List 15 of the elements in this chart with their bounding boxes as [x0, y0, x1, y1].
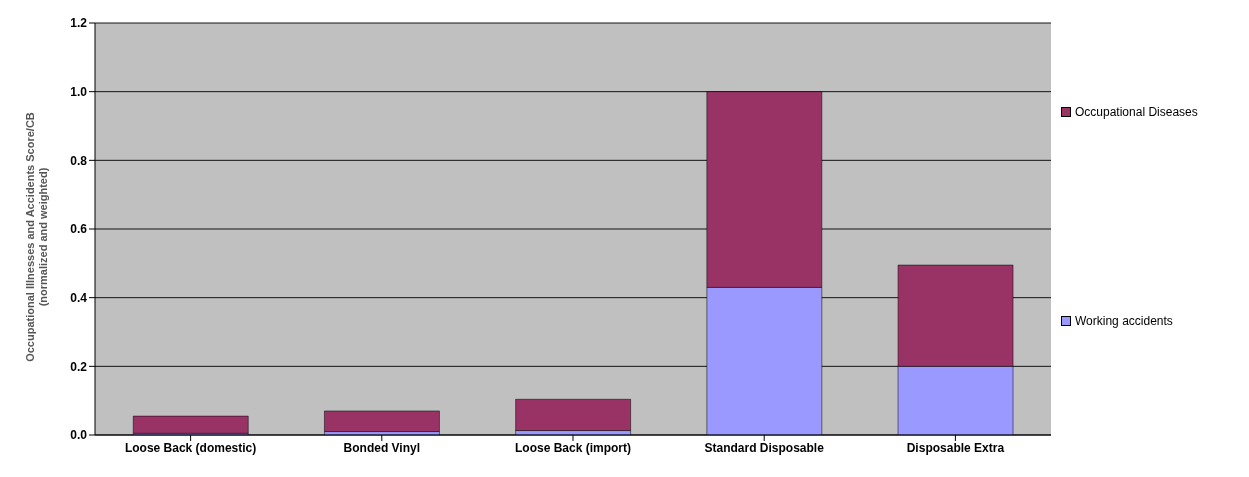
x-tick-label: Bonded Vinyl [343, 440, 421, 455]
x-tick-label: Disposable Extra [906, 440, 1005, 455]
legend-label: Working accidents [1075, 313, 1173, 328]
y-tick-label: 0.0 [70, 428, 88, 443]
y-axis-title: Occupational Illnesses and Accidents Score/CB (normalized and weighted) [24, 112, 49, 362]
x-tick-label: Loose Back (domestic) [124, 440, 257, 455]
x-tick-label: Standard Disposable [704, 440, 825, 455]
y-tick-label: 0.2 [70, 359, 88, 374]
legend-label: Occupational Diseases [1075, 105, 1198, 120]
x-tick-label: Loose Back (import) [514, 440, 632, 455]
y-tick-label: 1.2 [70, 16, 88, 31]
y-tick-label: 0.4 [70, 290, 88, 305]
y-tick-label: 1.0 [70, 84, 88, 99]
y-tick-label: 0.6 [70, 222, 88, 237]
y-tick-label: 0.8 [70, 153, 88, 168]
